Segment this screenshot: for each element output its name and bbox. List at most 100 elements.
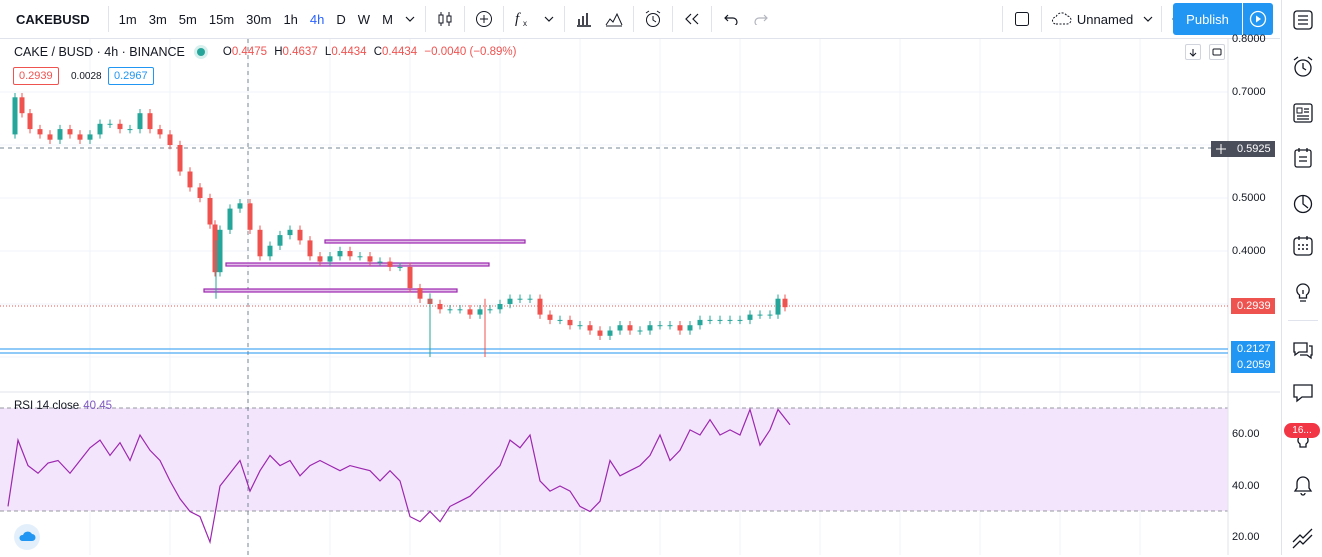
svg-text:f: f [515,11,521,27]
rsi-title[interactable]: RSI 14 close [14,400,80,412]
newspaper-icon [1293,103,1313,123]
open-key: O [222,46,232,58]
calendar-icon [1293,236,1313,256]
intervals-dropdown-button[interactable] [399,0,421,38]
interval-3m[interactable]: 3m [148,11,167,27]
interval-4h[interactable]: 4h [309,11,325,27]
rsi-line [7,407,791,545]
calendar-button[interactable] [1290,233,1316,259]
scroll-down-button[interactable] [1185,44,1201,60]
square-icon [1014,12,1029,26]
candle-body [12,97,18,135]
notes-icon [1294,148,1312,168]
series-title[interactable]: CAKE / BUSD · 4h · BINANCE [14,45,185,59]
interval-5m[interactable]: 5m [178,11,197,27]
reset-chart-button[interactable] [1209,44,1225,60]
candle-body [737,319,743,321]
toolbar-divider [1161,6,1163,32]
chart-type-button[interactable] [430,0,460,38]
candle-body [97,123,103,135]
last-price-tag: 0.2939 [1231,298,1275,314]
alarm-clock-icon [1293,56,1313,77]
alerts-button[interactable] [1290,54,1316,80]
price-chart[interactable] [0,39,1280,555]
financials-button[interactable] [569,0,599,38]
templates-button[interactable] [599,0,629,38]
interval-1m[interactable]: 1m [118,11,137,27]
candle-body [137,113,143,130]
chats-button[interactable] [1290,337,1316,363]
indicators-dropdown-button[interactable] [538,0,560,38]
news-button[interactable] [1290,100,1316,126]
collapse-sidebar-button[interactable] [1290,526,1316,552]
candle-body [127,129,133,131]
ideas-button[interactable] [1290,280,1316,306]
interval-15m[interactable]: 15m [208,11,235,27]
interval-d[interactable]: D [336,11,346,27]
alarm-clock-icon [645,10,661,27]
toolbar-divider [1040,6,1042,32]
undo-icon [724,14,738,25]
range-rectangle [225,262,490,267]
toolbar-divider [710,6,712,32]
rsi-band [0,408,1228,511]
candle-body [487,309,493,311]
publish-button[interactable]: Publish [1173,3,1242,35]
symbol-search-button[interactable]: CAKEBUSD [16,11,90,27]
bell-icon [1293,476,1313,496]
candle-body [257,229,263,257]
interval-30m[interactable]: 30m [246,11,272,27]
price-axis-label: 0.8000 [1232,33,1266,45]
watchlist-button[interactable] [1290,7,1316,33]
zigzag-icon [1292,528,1313,549]
rsi-axis-label: 60.00 [1232,428,1260,440]
toolbar-divider [107,6,109,32]
candle-body [747,314,753,320]
notifications-bell-button[interactable] [1290,472,1316,498]
candle-body [277,235,283,246]
tradingview-logo[interactable] [14,524,40,550]
price-axis-label: 0.5000 [1232,192,1266,204]
interval-w[interactable]: W [357,11,371,27]
cloud-icon [1051,12,1072,25]
sell-price-button[interactable]: 0.2939 [13,67,59,85]
candle-body [687,325,693,331]
candle-body [717,319,723,321]
interval-1h[interactable]: 1h [283,11,298,27]
candle-body [677,325,683,331]
buy-price-button[interactable]: 0.2967 [108,67,154,85]
candle-body [527,298,533,300]
add-level-button[interactable] [1211,141,1231,157]
level-price-tag: 0.2127 [1231,341,1275,357]
price-axis-label: 0.7000 [1232,86,1266,98]
candle-body [77,134,83,140]
messages-button[interactable] [1290,380,1316,406]
candle-body [727,319,733,321]
fullscreen-layout-toggle[interactable] [1007,0,1037,38]
publish-video-button[interactable] [1243,3,1273,35]
candle-body [207,198,213,225]
templates-icon [605,12,623,27]
alert-button[interactable] [638,0,668,38]
rsi-value: 40.45 [83,400,112,412]
clock-icon [1293,194,1313,214]
play-icon [1249,10,1267,28]
candle-body [267,245,273,257]
interval-m[interactable]: M [382,11,393,27]
candle-body [177,145,183,172]
candle-body [647,325,653,331]
candle-body [557,319,563,321]
redo-button[interactable] [746,0,776,38]
candle-body [657,325,663,327]
replay-button[interactable] [677,0,707,38]
compare-button[interactable] [469,0,499,38]
layout-menu-button[interactable]: Unnamed [1046,0,1157,38]
bar-chart-icon [576,13,591,27]
candle-body [367,256,373,262]
undo-button[interactable] [716,0,746,38]
data-window-button[interactable] [1290,145,1316,171]
candle-body [57,129,63,140]
rsi-axis-label: 20.00 [1232,531,1260,543]
hotlist-button[interactable] [1290,191,1316,217]
